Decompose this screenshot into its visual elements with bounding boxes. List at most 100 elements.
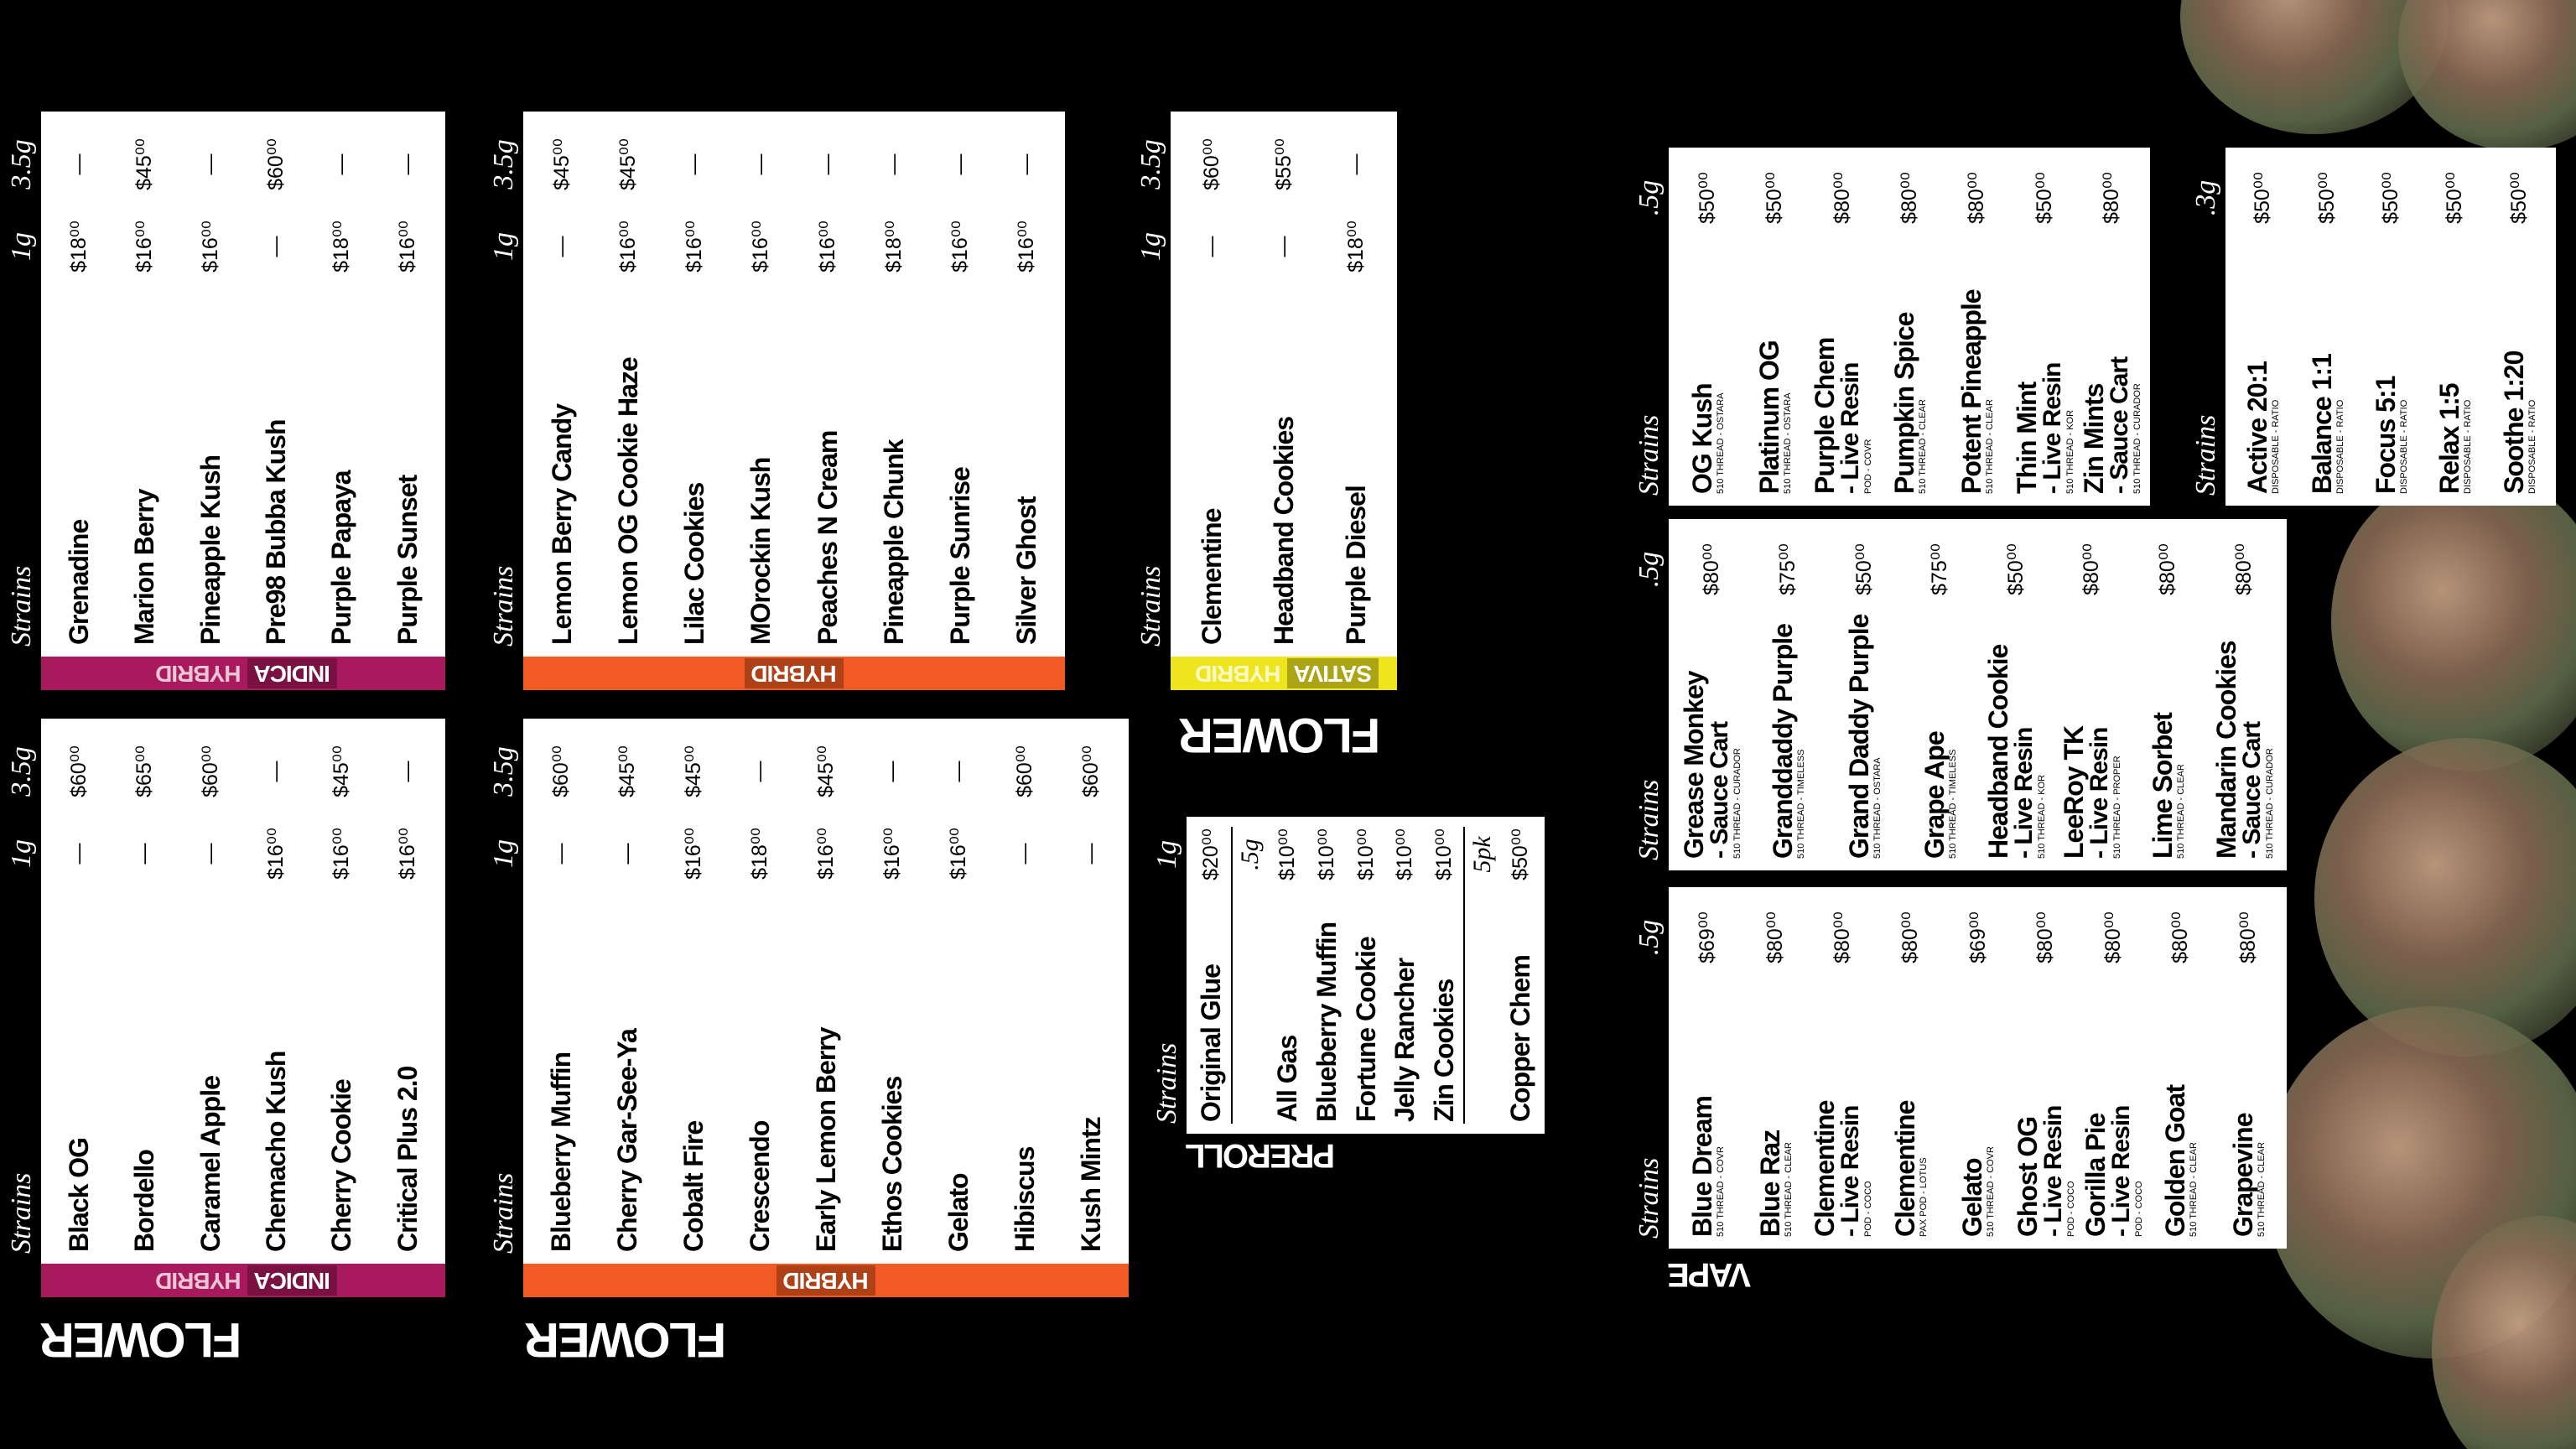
price: — bbox=[1271, 236, 1296, 257]
price: $16⁰⁰ bbox=[948, 221, 973, 273]
menu-panel: Strains 1g 3.5g Grenadine $18⁰⁰ — Marion Berry… bbox=[0, 112, 445, 657]
price: $10⁰⁰ bbox=[1353, 828, 1378, 880]
item-sub: POD - COVR bbox=[1862, 439, 1873, 494]
item-name: Blueberry Muffin bbox=[546, 1052, 577, 1252]
group-header: 5pk bbox=[1463, 827, 1501, 1124]
menu-item: Lemon OG Cookie Haze $16⁰⁰ $45⁰⁰ bbox=[595, 112, 661, 657]
price: $50⁰⁰ bbox=[2003, 543, 2028, 595]
menu-item: Blueberry Muffin $10⁰⁰ bbox=[1306, 817, 1346, 1134]
price: — bbox=[815, 153, 839, 175]
menu-item: Cobalt Fire $16⁰⁰ $45⁰⁰ bbox=[661, 719, 727, 1264]
menu-item: Cherry Cookie $16⁰⁰ $45⁰⁰ bbox=[309, 719, 374, 1264]
price: $16⁰⁰ bbox=[880, 828, 904, 880]
price: — bbox=[1343, 153, 1368, 175]
menu-item: Grenadine $18⁰⁰ — bbox=[46, 112, 112, 657]
item-sub: POD - COCO bbox=[2133, 1181, 2144, 1237]
item-name: Caramel Apple bbox=[195, 1076, 226, 1252]
price: $80⁰⁰ bbox=[2168, 911, 2193, 963]
menu-item: Chemacho Kush $16⁰⁰ — bbox=[243, 719, 309, 1264]
category-tag: HYBRID bbox=[1196, 661, 1281, 687]
price: $50⁰⁰ bbox=[2251, 172, 2275, 224]
price: $69⁰⁰ bbox=[1966, 911, 1990, 963]
menu-item: Cherry Gar-See-Ya — $45⁰⁰ bbox=[595, 719, 661, 1264]
item-name: Peaches N Cream bbox=[812, 430, 843, 645]
category-bar: HYBRID bbox=[523, 1264, 1129, 1297]
size-header: 1g bbox=[6, 839, 37, 868]
size-header: 1g bbox=[1151, 840, 1182, 869]
price: $60⁰⁰ bbox=[1012, 745, 1036, 797]
menu-item: Bordello — $65⁰⁰ bbox=[112, 719, 177, 1264]
price: $80⁰⁰ bbox=[1830, 172, 1854, 224]
price: $80⁰⁰ bbox=[2033, 911, 2058, 963]
item-name: Hibiscus bbox=[1009, 1146, 1040, 1252]
price: $16⁰⁰ bbox=[264, 828, 288, 880]
decor bbox=[2314, 738, 2576, 1057]
category-tag: HYBRID bbox=[156, 1268, 242, 1294]
price: — bbox=[682, 153, 706, 175]
price: $45⁰⁰ bbox=[132, 138, 157, 190]
strains-header: Strains bbox=[488, 565, 519, 647]
size-header: 3.5g bbox=[1135, 139, 1166, 190]
price: — bbox=[549, 236, 574, 257]
menu-panel: Strains .5g Grease Monkey - Sauce Cart 510 T… bbox=[1627, 519, 2287, 870]
column-header: Strains 1g 3.5g bbox=[0, 719, 43, 1264]
strains-header: Strains bbox=[2190, 414, 2221, 496]
menu-item: Active 20:1 DISPOSABLE - RATIO $50⁰⁰ bbox=[2231, 148, 2294, 506]
price: $16⁰⁰ bbox=[330, 828, 354, 880]
size-header: 3.5g bbox=[488, 139, 519, 190]
category-bar: SATIVA HYBRID bbox=[1171, 657, 1397, 690]
price: $45⁰⁰ bbox=[615, 138, 640, 190]
group-header: .5g bbox=[1230, 827, 1268, 1124]
item-sub: 510 THREAD - CURADOR bbox=[2264, 748, 2275, 859]
panel-rotated: Strains .5g OG Kush 510 THREAD - OSTARA $50⁰… bbox=[1627, 148, 2150, 506]
strains-header: Strains bbox=[488, 1172, 519, 1254]
price: $50⁰⁰ bbox=[2443, 172, 2467, 224]
price: $16⁰⁰ bbox=[615, 221, 640, 273]
price: $16⁰⁰ bbox=[682, 828, 706, 880]
price: $50⁰⁰ bbox=[1852, 543, 1876, 595]
item-name: Purple Sunrise bbox=[945, 467, 976, 645]
price: $10⁰⁰ bbox=[1314, 828, 1338, 880]
price: $16⁰⁰ bbox=[815, 221, 839, 273]
menu-item: All Gas $10⁰⁰ bbox=[1268, 817, 1307, 1134]
menu-item: Pre98 Bubba Kush — $60⁰⁰ bbox=[243, 112, 309, 657]
menu-item: Clementine PAX POD - LOTUS $80⁰⁰ bbox=[1877, 887, 1945, 1249]
column-header: Strains 1g 3.5g bbox=[0, 112, 43, 657]
menu-item: Soothe 1:20 DISPOSABLE - RATIO $50⁰⁰ bbox=[2487, 148, 2551, 506]
price: $50⁰⁰ bbox=[2506, 172, 2531, 224]
strains-header: Strains bbox=[1151, 1042, 1182, 1124]
menu-item: Headband Cookies — $55⁰⁰ bbox=[1248, 112, 1320, 657]
panel-rotated: Strains .5g Blue Dream 510 THREAD - COVR $69… bbox=[1627, 887, 2287, 1249]
menu-item: Crescendo $18⁰⁰ — bbox=[727, 719, 793, 1264]
price: $16⁰⁰ bbox=[395, 828, 419, 880]
menu-item: Gorilla Pie - Live Resin POD - COCO $80⁰⁰ bbox=[2079, 887, 2147, 1249]
menu-panel: Strains .3g Active 20:1 DISPOSABLE - RATIO $… bbox=[2184, 148, 2556, 506]
price: $16⁰⁰ bbox=[683, 221, 707, 273]
category-bar: HYBRID bbox=[523, 657, 1065, 690]
section-label: FLOWER bbox=[1180, 708, 1381, 762]
size-header: .3g bbox=[2190, 179, 2221, 216]
menu-item: Zin Mints - Sauce Cart 510 THREAD - CURADO… bbox=[2078, 148, 2145, 506]
item-name: Pineapple Chunk bbox=[878, 439, 909, 645]
panel-rotated: Strains .5g Grease Monkey - Sauce Cart 510 T… bbox=[1627, 519, 2287, 870]
section-label: VAPE bbox=[1669, 1256, 1751, 1293]
panel-rotated: Strains 1g 3.5g Clementine — $60⁰⁰ Headband Co… bbox=[1129, 112, 1397, 657]
menu-item: Purple Chem - Live Resin POD - COVR $80⁰⁰ bbox=[1809, 148, 1876, 506]
price: $60⁰⁰ bbox=[1200, 138, 1223, 190]
price: $16⁰⁰ bbox=[1015, 221, 1039, 273]
price: $16⁰⁰ bbox=[395, 221, 419, 273]
menu-item: Zin Cookies $10⁰⁰ bbox=[1425, 817, 1464, 1134]
item-name: Purple Papaya bbox=[326, 470, 357, 645]
menu-panel: Strains 1g 3.5g Blueberry Muffin — $60⁰⁰ Cherr… bbox=[481, 719, 1129, 1264]
menu-item: Grand Daddy Purple 510 THREAD - OSTARA $50… bbox=[1826, 519, 1902, 870]
menu-body: Blueberry Muffin — $60⁰⁰ Cherry Gar-See-Ya —… bbox=[523, 719, 1129, 1264]
strains-header: Strains bbox=[1633, 1157, 1665, 1239]
section-label: PREROLL bbox=[1187, 1137, 1336, 1174]
menu-item: Peaches N Cream $16⁰⁰ — bbox=[794, 112, 860, 657]
menu-item: Marion Berry $16⁰⁰ $45⁰⁰ bbox=[112, 112, 177, 657]
item-sub: 510 THREAD - KOR bbox=[2064, 409, 2075, 494]
decor bbox=[2398, 0, 2576, 151]
item-name: Pre98 Bubba Kush bbox=[261, 419, 292, 645]
menu-item: Lime Sorbet 510 THREAD - CLEAR $80⁰⁰ bbox=[2130, 519, 2206, 870]
item-name: Pineapple Kush bbox=[195, 454, 226, 645]
